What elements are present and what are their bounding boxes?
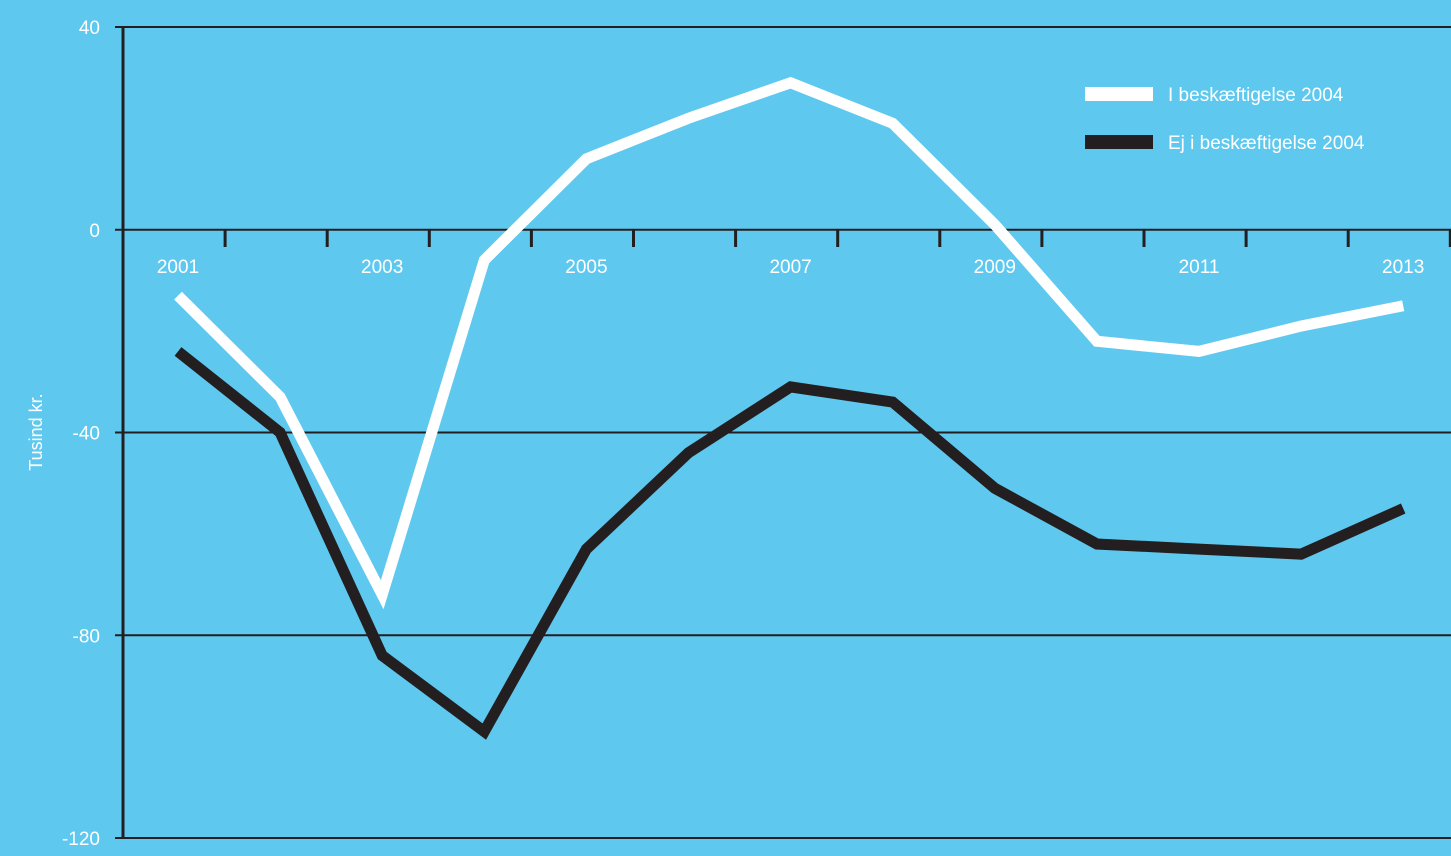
legend: I beskæftigelse 2004 Ej i beskæftigelse 2… [1085,85,1365,154]
series-lines [174,76,1406,740]
series-line-2 [174,347,1406,740]
x-tick-label: 2007 [769,257,811,278]
legend-swatch [1085,87,1153,101]
legend-label: I beskæftigelse 2004 [1168,85,1344,106]
y-tick-label: -40 [73,424,100,445]
y-tick-label: 40 [79,18,100,39]
x-tick-label: 2001 [157,257,199,278]
y-axis-tick-labels: 40 0 -40 -80 -120 [62,18,100,850]
x-axis-ticks [121,229,1451,247]
y-tick-label: 0 [89,221,100,242]
x-axis-tick-labels: 2001 2003 2005 2007 2009 2011 2013 [157,257,1424,278]
legend-label: Ej i beskæftigelse 2004 [1168,133,1365,154]
x-tick-label: 2009 [974,257,1016,278]
y-axis-label: Tusind kr. [26,393,46,470]
gridlines [115,26,1451,839]
series-line-1 [174,76,1405,610]
x-tick-label: 2005 [565,257,607,278]
y-tick-label: -80 [73,626,100,647]
y-tick-label: -120 [62,829,100,850]
x-tick-label: 2011 [1179,257,1220,278]
x-tick-label: 2003 [361,257,403,278]
x-tick-label: 2013 [1382,257,1424,278]
legend-swatch [1085,135,1153,149]
